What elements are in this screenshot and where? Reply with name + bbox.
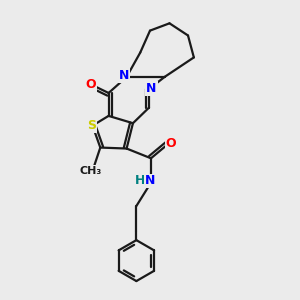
Text: H: H xyxy=(135,174,146,187)
Text: O: O xyxy=(85,78,96,91)
Text: CH₃: CH₃ xyxy=(80,166,102,176)
Text: N: N xyxy=(146,82,157,94)
Text: N: N xyxy=(145,174,155,187)
Text: S: S xyxy=(87,119,96,132)
Text: N: N xyxy=(119,69,129,82)
Text: O: O xyxy=(166,137,176,150)
